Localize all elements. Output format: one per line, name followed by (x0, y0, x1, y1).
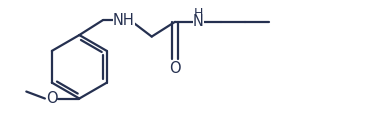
Text: O: O (169, 61, 181, 76)
Text: NH: NH (113, 13, 135, 28)
Text: O: O (46, 91, 57, 106)
Text: N: N (193, 14, 204, 29)
Text: H: H (194, 7, 204, 20)
